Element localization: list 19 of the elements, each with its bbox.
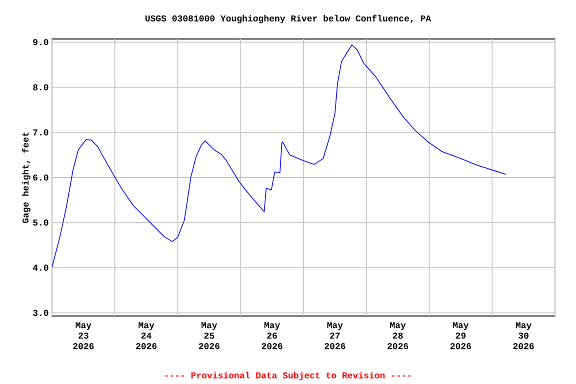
y-tick-label: 7.0: [33, 129, 48, 136]
y-tick-label: 9.0: [33, 39, 48, 46]
x-tick-label: May 27 2026: [324, 322, 346, 350]
x-tick-label: May 28 2026: [388, 322, 408, 350]
line-series: [52, 44, 506, 268]
y-tick-label: 3.0: [33, 310, 48, 316]
y-axis-title: Gage height, feet: [22, 132, 30, 224]
text: ---- Provisional Data Subject to Revision ----: [165, 372, 411, 380]
y-tick-label: 6.0: [33, 174, 48, 181]
chart-title: USGS 03081000 Youghiogheny River below Confluence, PA: [145, 14, 432, 24]
x-tick-label: May 30 2026: [513, 322, 534, 350]
x-tick-label: May 29 2026: [450, 322, 471, 350]
y-tick-label: 4.0: [32, 264, 48, 271]
x-tick-label: May 23 2026: [73, 322, 94, 350]
x-tick-label: May 24 2026: [136, 322, 157, 350]
y-tick-label: 5.0: [33, 220, 48, 226]
x-tick-label: May 25 2026: [198, 322, 220, 350]
y-tick-label: 8.0: [33, 84, 48, 90]
x-tick-label: May 26 2026: [262, 322, 282, 350]
